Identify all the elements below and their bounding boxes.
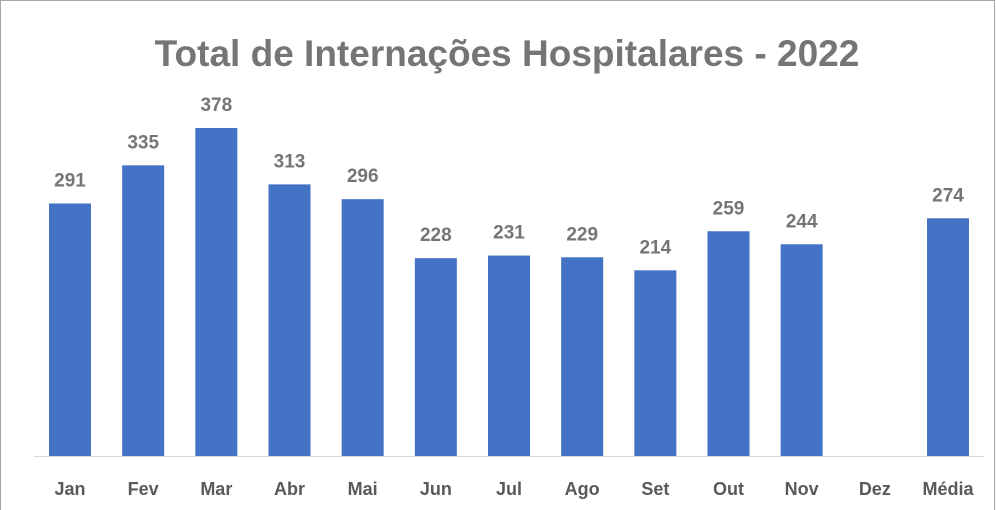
bar [341, 199, 384, 456]
chart-title: Total de Internações Hospitalares - 2022 [155, 33, 860, 74]
x-tick-label: Abr [274, 479, 305, 499]
bar [49, 203, 91, 456]
x-tick-label: Ago [565, 479, 600, 499]
x-tick-label: Dez [859, 479, 891, 499]
data-label: 378 [200, 95, 232, 116]
data-label: 244 [786, 211, 818, 232]
data-label: 291 [54, 171, 86, 192]
bar [780, 244, 823, 456]
bar [414, 258, 457, 456]
bar [927, 218, 969, 456]
bar [488, 255, 530, 456]
data-label: 296 [347, 166, 379, 187]
data-label: 231 [493, 223, 525, 244]
x-tick-label: Nov [785, 479, 819, 499]
bar [195, 128, 238, 456]
data-label: 313 [274, 151, 306, 172]
data-label: 228 [420, 225, 452, 246]
x-tick-label: Set [641, 479, 669, 499]
x-tick-label: Média [922, 479, 974, 499]
data-label: 214 [639, 237, 671, 258]
bar [268, 184, 311, 457]
x-tick-label: Jan [54, 479, 85, 499]
bar [634, 270, 677, 456]
bar [122, 165, 165, 456]
data-label: 259 [713, 198, 745, 219]
x-tick-label: Fev [128, 479, 159, 499]
data-label: 335 [127, 132, 159, 153]
x-tick-label: Out [713, 479, 744, 499]
x-tick-label: Jul [496, 479, 522, 499]
bar [707, 231, 750, 456]
bar [561, 257, 604, 456]
data-label: 229 [566, 224, 598, 245]
data-label: 274 [932, 185, 964, 206]
x-tick-label: Mar [200, 479, 232, 499]
x-tick-label: Mai [348, 479, 378, 499]
x-tick-label: Jun [420, 479, 452, 499]
